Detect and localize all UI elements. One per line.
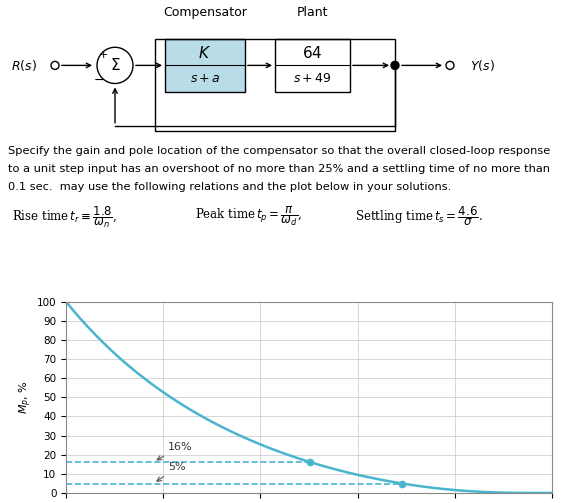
Circle shape — [446, 61, 454, 69]
Circle shape — [97, 47, 133, 83]
Y-axis label: $M_p$, %: $M_p$, % — [18, 380, 34, 414]
Text: to a unit step input has an overshoot of no more than 25% and a settling time of: to a unit step input has an overshoot of… — [8, 164, 550, 174]
Text: $Y(s)$: $Y(s)$ — [470, 58, 495, 73]
Text: 5%: 5% — [157, 462, 186, 481]
Text: 16%: 16% — [157, 442, 193, 460]
Text: Specify the gain and pole location of the compensator so that the overall closed: Specify the gain and pole location of th… — [8, 146, 550, 156]
Text: $s+49$: $s+49$ — [293, 72, 332, 85]
Text: $64$: $64$ — [302, 45, 323, 61]
Circle shape — [391, 61, 399, 69]
Bar — [155, 39, 395, 131]
Text: Peak time$\,t_p = \dfrac{\pi}{\omega_d}$,: Peak time$\,t_p = \dfrac{\pi}{\omega_d}$… — [195, 204, 302, 228]
Bar — [165, 39, 245, 92]
Text: $-$: $-$ — [93, 73, 105, 86]
Text: Settling time$\,t_s = \dfrac{4.6}{\sigma}$.: Settling time$\,t_s = \dfrac{4.6}{\sigma… — [355, 204, 483, 228]
Text: $s + a$: $s + a$ — [190, 72, 220, 85]
Text: $\Sigma$: $\Sigma$ — [110, 57, 120, 73]
Circle shape — [51, 61, 59, 69]
Text: Compensator: Compensator — [163, 6, 247, 19]
Text: 0.1 sec.  may use the following relations and the plot below in your solutions.: 0.1 sec. may use the following relations… — [8, 182, 451, 192]
Text: Rise time$\,t_r \equiv \dfrac{1.8}{\omega_n}$,: Rise time$\,t_r \equiv \dfrac{1.8}{\omeg… — [12, 204, 117, 230]
Bar — [275, 39, 350, 92]
Text: $K$: $K$ — [198, 45, 212, 61]
Text: +: + — [98, 50, 108, 60]
Text: Plant: Plant — [297, 6, 328, 19]
Text: $R(s)$: $R(s)$ — [11, 58, 37, 73]
